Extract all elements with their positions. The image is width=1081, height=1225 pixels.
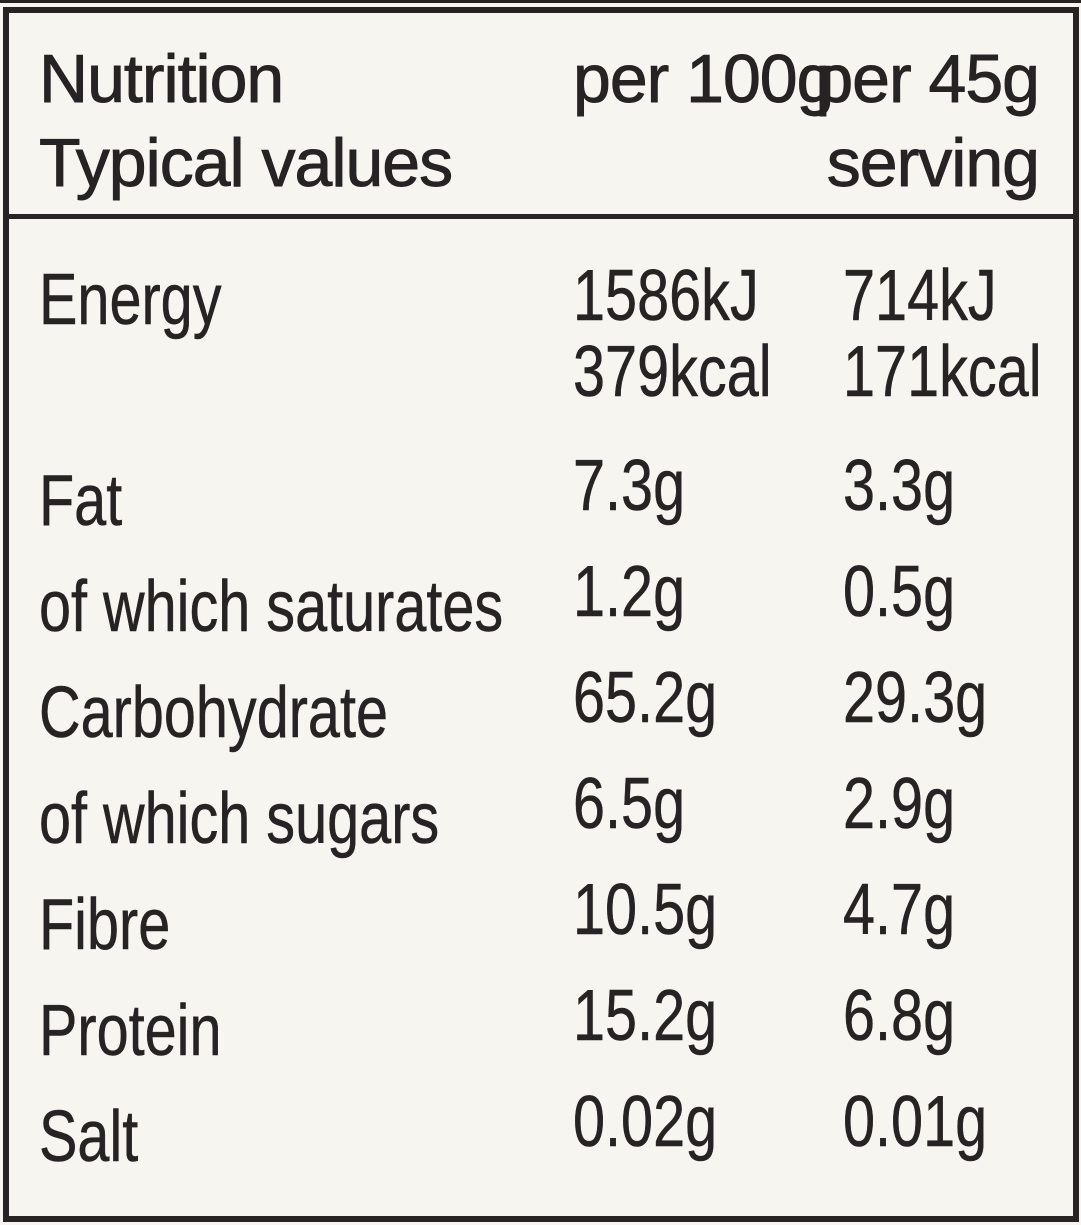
- table-row: of which saturates 1.2g 0.5g: [9, 552, 1073, 645]
- value-per-45g: 0.5g: [843, 552, 956, 632]
- value-per-45g-cell: 714kJ 171kcal: [843, 256, 1081, 412]
- value-per-100g: 1586kJ: [573, 256, 759, 336]
- header-subtitle: Typical values: [39, 125, 454, 202]
- value-per-100g: 10.5g: [573, 870, 718, 950]
- row-label: Salt: [39, 1097, 139, 1177]
- column-header-per-45g-block: per 45g serving: [815, 37, 1041, 205]
- value-per-45g: 3.3g: [843, 446, 956, 526]
- row-label: Fat: [39, 461, 123, 541]
- value-per-45g-cell: 29.3g: [843, 658, 1073, 738]
- row-label-cell: of which saturates: [39, 555, 573, 645]
- value-per-100g-cell: 1586kJ 379kcal: [573, 256, 843, 412]
- row-label-cell: Energy: [39, 259, 573, 409]
- value-per-45g: 4.7g: [843, 870, 956, 950]
- table-row: Salt 0.02g 0.01g: [9, 1082, 1073, 1175]
- column-header-per-100g: per 100g: [573, 41, 835, 118]
- row-label-cell: Fibre: [39, 873, 573, 963]
- table-row: Energy 1586kJ 379kcal 714kJ 171kcal: [9, 256, 1073, 412]
- nutrition-table: Nutrition Typical values per 100g per 45…: [3, 7, 1079, 1222]
- value-per-100g: 0.02g: [573, 1082, 718, 1162]
- value-per-45g-cell: 6.8g: [843, 976, 1073, 1056]
- value-per-100g-cell: 15.2g: [573, 976, 843, 1056]
- table-header: Nutrition Typical values per 100g per 45…: [9, 13, 1073, 219]
- row-label-cell: of which sugars: [39, 767, 573, 857]
- value-per-45g-cell: 0.01g: [843, 1082, 1073, 1162]
- column-header-serving: serving: [826, 125, 1040, 202]
- row-label: Protein: [39, 991, 222, 1071]
- table-row: Carbohydrate 65.2g 29.3g: [9, 658, 1073, 751]
- value-per-100g: 65.2g: [573, 658, 718, 738]
- header-title: Nutrition: [39, 41, 285, 118]
- header-title-block: Nutrition Typical values: [39, 37, 454, 205]
- table-row: Protein 15.2g 6.8g: [9, 976, 1073, 1069]
- value-per-45g-line2: 171kcal: [843, 332, 1042, 412]
- value-per-45g-cell: 4.7g: [843, 870, 1073, 950]
- row-label: of which saturates: [39, 567, 504, 647]
- table-row: Fibre 10.5g 4.7g: [9, 870, 1073, 963]
- value-per-45g-cell: 3.3g: [843, 446, 1073, 526]
- row-label-cell: Salt: [39, 1085, 573, 1175]
- table-body: Energy 1586kJ 379kcal 714kJ 171kcal Fat …: [9, 256, 1073, 1175]
- row-label-cell: Protein: [39, 979, 573, 1069]
- value-per-100g-cell: 0.02g: [573, 1082, 843, 1162]
- value-per-45g: 714kJ: [843, 256, 997, 336]
- value-per-100g: 1.2g: [573, 552, 686, 632]
- value-per-45g: 2.9g: [843, 764, 956, 844]
- row-label: of which sugars: [39, 779, 440, 859]
- table-row: of which sugars 6.5g 2.9g: [9, 764, 1073, 857]
- value-per-100g-cell: 10.5g: [573, 870, 843, 950]
- row-label: Carbohydrate: [39, 673, 389, 753]
- value-per-45g-cell: 0.5g: [843, 552, 1073, 632]
- value-per-100g: 15.2g: [573, 976, 718, 1056]
- value-per-45g: 0.01g: [843, 1082, 988, 1162]
- value-per-45g: 6.8g: [843, 976, 956, 1056]
- value-per-100g-cell: 6.5g: [573, 764, 843, 844]
- column-header-per-45g: per 45g: [815, 41, 1041, 118]
- row-label: Fibre: [39, 885, 171, 965]
- row-label: Energy: [39, 260, 222, 340]
- value-per-100g-cell: 7.3g: [573, 446, 843, 526]
- value-per-100g-line2: 379kcal: [573, 332, 772, 412]
- table-row: Fat 7.3g 3.3g: [9, 446, 1073, 539]
- value-per-45g: 29.3g: [843, 658, 988, 738]
- row-label-cell: Fat: [39, 449, 573, 539]
- row-label-cell: Carbohydrate: [39, 661, 573, 751]
- value-per-100g: 7.3g: [573, 446, 686, 526]
- value-per-100g: 6.5g: [573, 764, 686, 844]
- value-per-45g-cell: 2.9g: [843, 764, 1073, 844]
- value-per-100g-cell: 65.2g: [573, 658, 843, 738]
- value-per-100g-cell: 1.2g: [573, 552, 843, 632]
